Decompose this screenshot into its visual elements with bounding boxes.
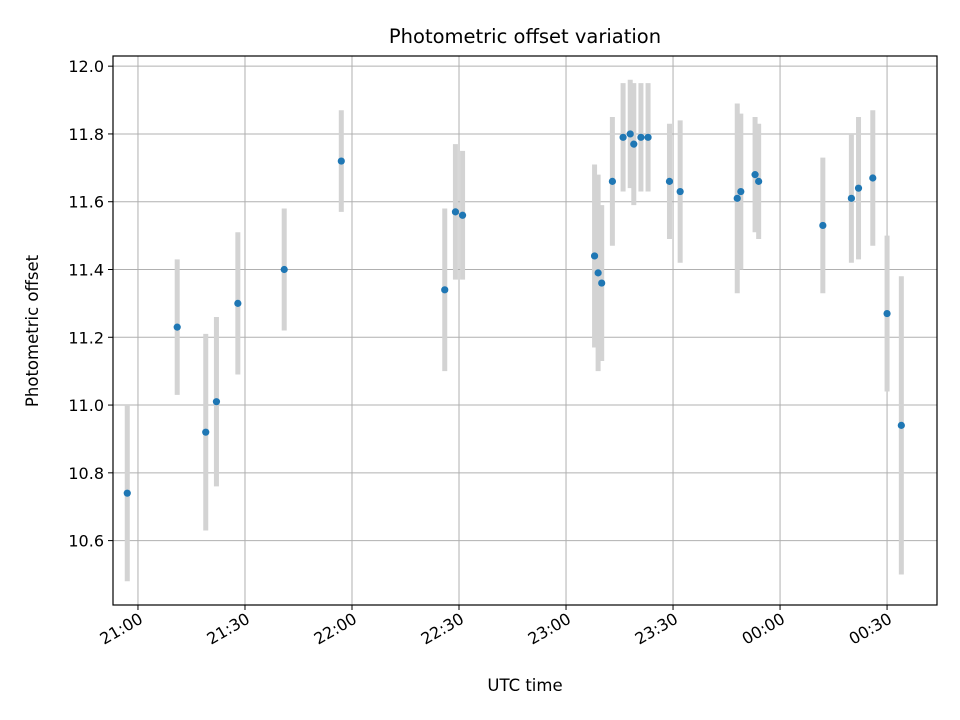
- y-tick-label: 10.8: [68, 464, 104, 483]
- y-tick-label: 10.6: [68, 532, 104, 551]
- y-tick-label: 12.0: [68, 57, 104, 76]
- x-axis-label: UTC time: [487, 676, 562, 695]
- data-point: [676, 187, 684, 196]
- data-point: [594, 269, 602, 277]
- data-point: [737, 187, 745, 196]
- data-point: [608, 177, 616, 185]
- data-points: [123, 130, 905, 497]
- data-point: [897, 421, 905, 429]
- data-point: [755, 177, 763, 185]
- data-point: [854, 184, 863, 192]
- data-point: [451, 208, 460, 216]
- data-point: [441, 286, 449, 294]
- data-point: [590, 252, 599, 260]
- data-point: [173, 323, 181, 331]
- data-point: [883, 309, 891, 318]
- y-tick-label: 11.4: [68, 261, 104, 280]
- data-point: [202, 428, 210, 436]
- data-point: [637, 133, 645, 141]
- data-point: [644, 133, 652, 141]
- data-point: [234, 299, 242, 307]
- data-point: [123, 489, 131, 497]
- y-axis-label: Photometric offset: [23, 254, 42, 407]
- data-point: [598, 279, 606, 287]
- y-axis-ticks: 10.6 10.8 11.0 11.2 11.4 11.6 11.8 12.0: [68, 57, 113, 551]
- data-point: [847, 194, 855, 202]
- data-point: [869, 174, 877, 182]
- plot-area-frame: [112, 55, 938, 606]
- data-point: [630, 140, 638, 148]
- data-point: [337, 157, 345, 165]
- data-point: [733, 194, 741, 202]
- data-point: [280, 265, 288, 274]
- data-point: [212, 398, 221, 406]
- data-point: [626, 130, 634, 138]
- data-point: [619, 133, 627, 141]
- data-point: [751, 171, 759, 179]
- grid: [113, 56, 937, 605]
- data-point: [665, 177, 674, 185]
- y-tick-label: 11.0: [68, 396, 104, 415]
- data-point: [458, 211, 467, 219]
- data-point: [819, 221, 827, 230]
- y-tick-label: 11.6: [68, 193, 104, 212]
- chart-title: Photometric offset variation: [389, 25, 661, 48]
- y-tick-label: 11.8: [68, 125, 104, 144]
- y-tick-label: 11.2: [68, 328, 104, 347]
